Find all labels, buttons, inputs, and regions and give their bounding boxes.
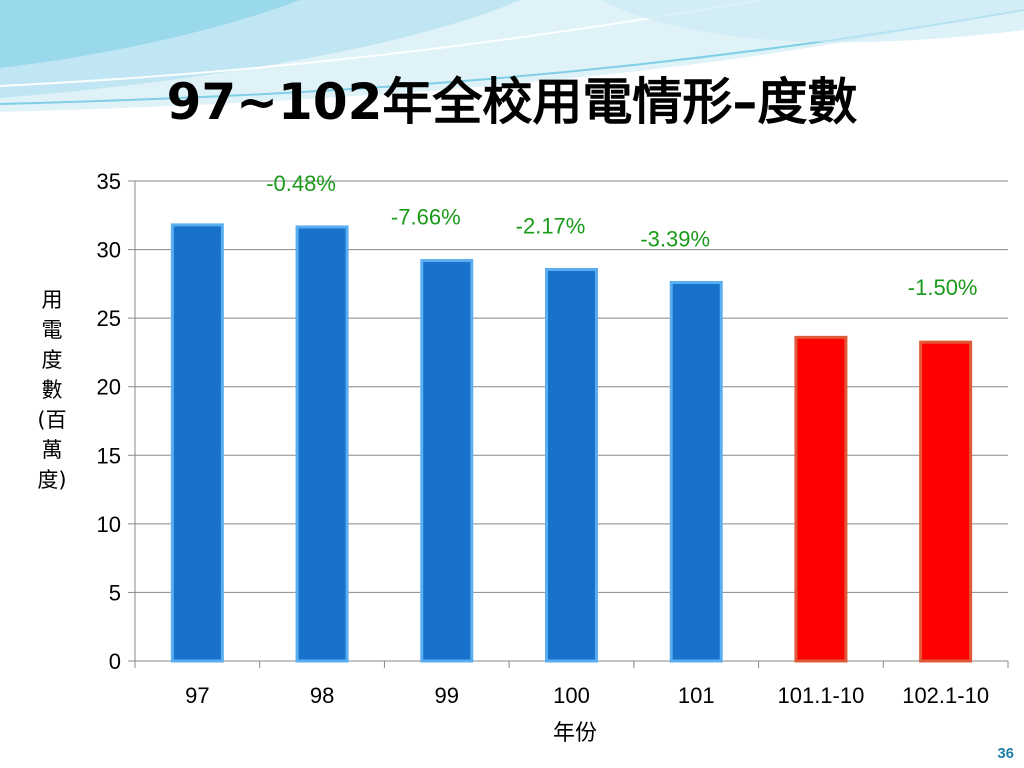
bars [170,223,973,663]
y-axis-ticks: 0 5 10 15 20 25 30 35 [97,169,121,674]
data-annotations: -0.48% -7.66% -2.17% -3.39% -1.50% [266,171,977,300]
y-tick-label: 30 [97,238,121,263]
x-tick-label: 99 [435,683,459,708]
bar-102.1-10 [919,340,973,663]
x-tick-label: 102.1-10 [902,683,989,708]
x-tick-label: 101 [678,683,715,708]
bar-97 [170,223,224,663]
x-tick-label: 101.1-10 [777,683,864,708]
y-tick-label: 25 [97,306,121,331]
page-number: 36 [997,745,1014,762]
annotation-102.1-10: -1.50% [908,275,978,300]
y-tick-label: 20 [97,375,121,400]
annotation-98: -0.48% [266,171,336,196]
y-tick-label: 35 [97,169,121,194]
x-tick-label: 98 [310,683,334,708]
annotation-99: -7.66% [391,205,461,230]
bar-101 [669,280,723,663]
slide-title: 97~102年全校用電情形–度數 [166,73,858,131]
x-axis-label: 年份 [552,721,597,746]
x-axis-ticks: 97 98 99 100 101 101.1-10 102.1-10 [185,683,989,708]
y-tick-label: 5 [109,580,121,605]
annotation-100: -2.17% [516,213,586,238]
y-tick-label: 0 [109,649,121,674]
bar-99 [420,259,474,663]
x-tick-label: 97 [185,683,209,708]
bar-101.1-10 [794,335,848,663]
bar-100 [545,267,598,663]
y-tick-label: 10 [97,512,121,537]
bar-98 [295,225,349,663]
y-axis-label: 用電度數(百萬度) [37,288,67,492]
y-tick-label: 15 [97,443,121,468]
header-wave-decoration [0,0,1024,112]
annotation-101: -3.39% [640,226,710,251]
x-tick-label: 100 [553,683,590,708]
